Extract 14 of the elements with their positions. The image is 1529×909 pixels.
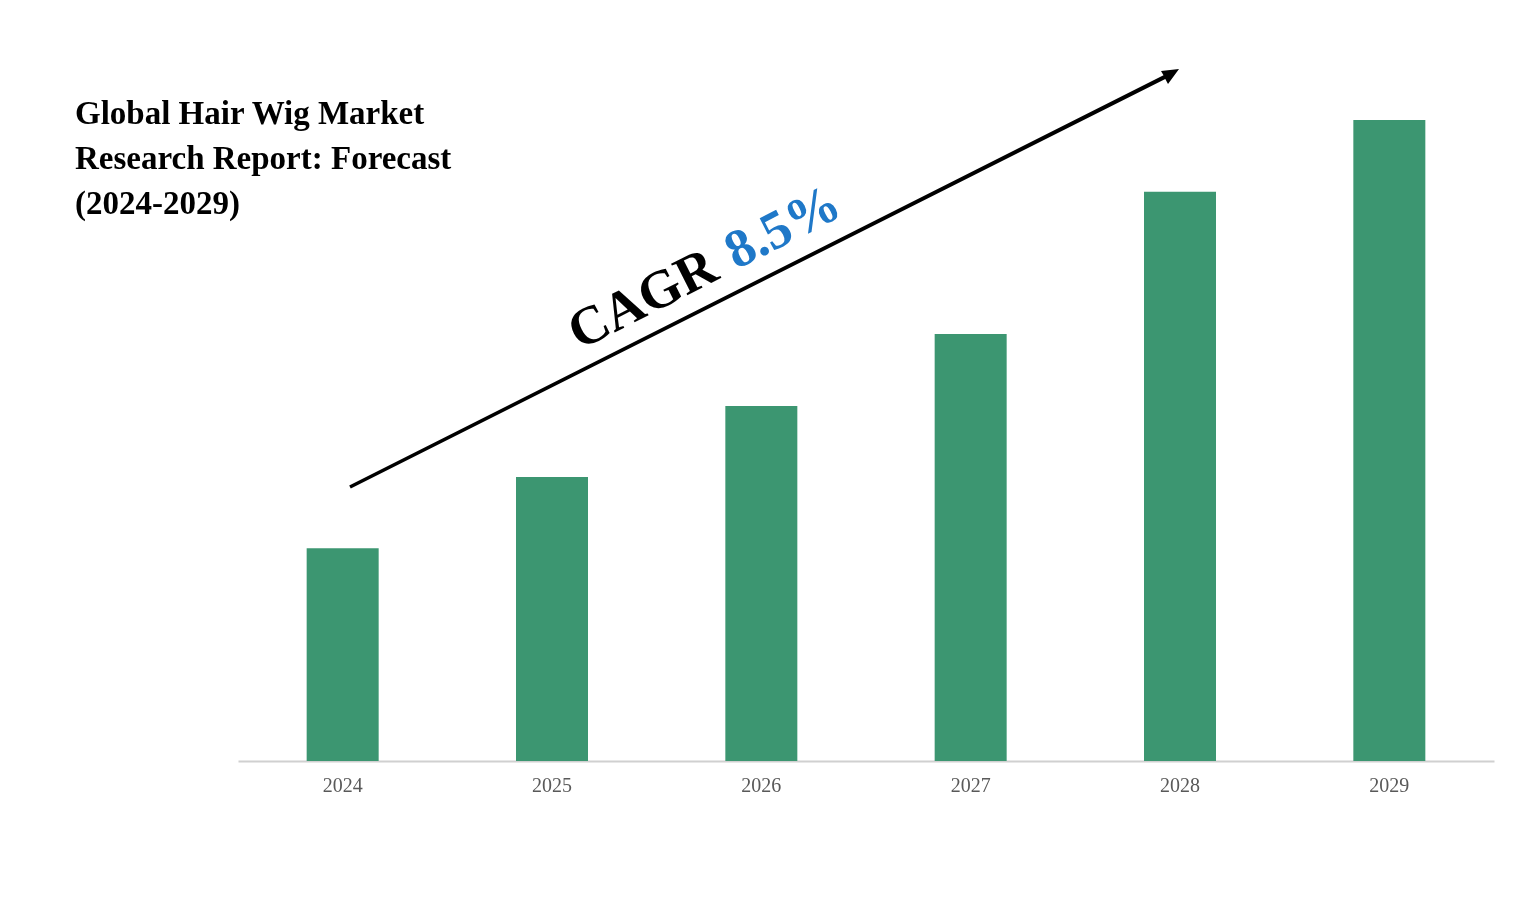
x-tick-label: 2027 bbox=[950, 773, 991, 796]
text: Global Hair Wig Market Research Report: Forecast (2024-2029) bbox=[75, 95, 452, 222]
x-tick-label: 2029 bbox=[1369, 773, 1410, 796]
x-tick-label: 2028 bbox=[1160, 773, 1200, 796]
bar bbox=[1353, 120, 1426, 761]
bar bbox=[306, 548, 379, 761]
bar bbox=[934, 334, 1007, 761]
bar bbox=[516, 477, 588, 761]
x-tick-label: 2025 bbox=[532, 773, 572, 796]
x-tick-label: 2026 bbox=[741, 773, 782, 796]
bar bbox=[1144, 191, 1216, 761]
bar bbox=[725, 405, 798, 761]
x-tick-label: 2024 bbox=[322, 773, 363, 796]
annotation: CAGR 8.5% bbox=[557, 171, 850, 362]
